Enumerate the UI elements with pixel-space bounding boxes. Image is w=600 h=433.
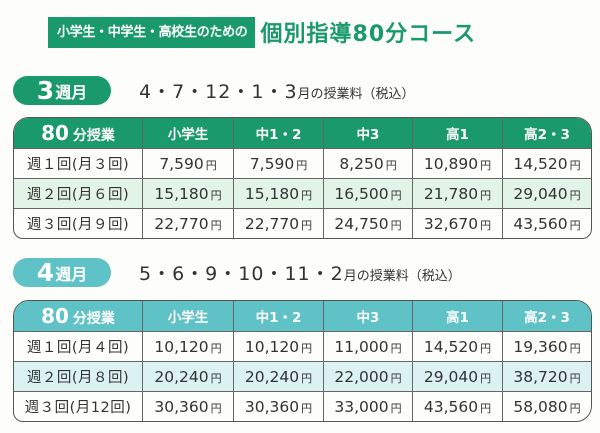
table-row: 週１回(月４回) 10,120 円 10,120 円 11,000 円 14,520 円… xyxy=(14,331,591,361)
row-frequency-label: 週２回(月６回) xyxy=(14,178,143,208)
row-frequency-label: 週２回(月８回) xyxy=(14,361,143,391)
header-grade: 高2・3 xyxy=(503,301,591,331)
section-4-weeks-header: 4 週月 5・6・9・10・11・2 月の授業料（税込） xyxy=(13,258,461,287)
header-grade: 小学生 xyxy=(143,301,234,331)
badge-3-weeks: 3 週月 xyxy=(13,76,111,105)
table-row: 週１回(月３回) 7,590 円 7,590 円 8,250 円 10,890 円 14… xyxy=(14,148,591,178)
price-cell: 43,560 円 xyxy=(503,208,591,238)
price-cell: 38,720 円 xyxy=(503,361,591,391)
table-row: 週３回(月９回) 22,770 円 22,770 円 24,750 円 32,670 円… xyxy=(14,208,591,238)
table-row: 週２回(月８回) 20,240 円 20,240 円 22,000 円 29,040 円… xyxy=(14,361,591,391)
price-cell: 8,250 円 xyxy=(324,148,413,178)
price-cell: 43,560 円 xyxy=(413,391,503,421)
months-list: 4・7・12・1・3 xyxy=(139,81,298,103)
price-cell: 24,750 円 xyxy=(324,208,413,238)
header-grade: 中1・2 xyxy=(234,301,324,331)
course-title-banner: 小学生・中学生・高校生のための 個別指導80分コース xyxy=(48,16,476,48)
price-cell: 19,360 円 xyxy=(503,331,591,361)
price-cell: 22,770 円 xyxy=(234,208,324,238)
price-cell: 32,670 円 xyxy=(413,208,503,238)
months-suffix: 月の授業料（税込） xyxy=(343,269,461,284)
target-students-tag: 小学生・中学生・高校生のための xyxy=(48,16,255,48)
row-frequency-label: 週３回(月９回) xyxy=(14,208,143,238)
price-cell: 10,890 円 xyxy=(413,148,503,178)
badge-number: 3 xyxy=(36,76,55,105)
row-frequency-label: 週１回(月４回) xyxy=(14,331,143,361)
fee-table-3-weeks: 80 分授業 小学生 中1・2 中3 高1 高2・3 週１回(月３回) 7,590… xyxy=(13,117,592,239)
price-cell: 14,520 円 xyxy=(503,148,591,178)
price-cell: 29,040 円 xyxy=(503,178,591,208)
table-header-row: 80 分授業 小学生 中1・2 中3 高1 高2・3 xyxy=(14,118,591,148)
badge-number: 4 xyxy=(36,258,55,287)
price-cell: 58,080 円 xyxy=(503,391,591,421)
header-grade: 中3 xyxy=(324,301,413,331)
table-header-row: 80 分授業 小学生 中1・2 中3 高1 高2・3 xyxy=(14,301,591,331)
price-cell: 7,590 円 xyxy=(143,148,234,178)
price-cell: 16,500 円 xyxy=(324,178,413,208)
price-cell: 22,000 円 xyxy=(324,361,413,391)
price-cell: 30,360 円 xyxy=(143,391,234,421)
price-cell: 29,040 円 xyxy=(413,361,503,391)
price-cell: 20,240 円 xyxy=(234,361,324,391)
months-suffix: 月の授業料（税込） xyxy=(297,87,415,102)
price-cell: 11,000 円 xyxy=(324,331,413,361)
fee-table-4-weeks: 80 分授業 小学生 中1・2 中3 高1 高2・3 週１回(月４回) 10,12… xyxy=(13,300,592,422)
section-3-weeks-header: 3 週月 4・7・12・1・3 月の授業料（税込） xyxy=(13,76,415,105)
badge-unit: 週月 xyxy=(55,82,88,102)
row-frequency-label: 週１回(月３回) xyxy=(14,148,143,178)
price-cell: 22,770 円 xyxy=(143,208,234,238)
table-row: 週２回(月６回) 15,180 円 15,180 円 16,500 円 21,780 円… xyxy=(14,178,591,208)
price-cell: 33,000 円 xyxy=(324,391,413,421)
price-cell: 10,120 円 xyxy=(143,331,234,361)
price-cell: 15,180 円 xyxy=(143,178,234,208)
table-row: 週３回(月12回) 30,360 円 30,360 円 33,000 円 43,560… xyxy=(14,391,591,421)
price-cell: 21,780 円 xyxy=(413,178,503,208)
price-cell: 14,520 円 xyxy=(413,331,503,361)
price-cell: 15,180 円 xyxy=(234,178,324,208)
course-title: 個別指導80分コース xyxy=(260,22,477,47)
header-lesson-length: 80 分授業 xyxy=(14,118,143,148)
header-grade: 高1 xyxy=(413,301,503,331)
badge-4-weeks: 4 週月 xyxy=(13,258,111,287)
header-lesson-length: 80 分授業 xyxy=(14,301,143,331)
months-subtitle: 4・7・12・1・3 月の授業料（税込） xyxy=(139,77,415,104)
row-frequency-label: 週３回(月12回) xyxy=(14,391,143,421)
months-subtitle: 5・6・9・10・11・2 月の授業料（税込） xyxy=(139,259,461,286)
price-cell: 20,240 円 xyxy=(143,361,234,391)
price-cell: 10,120 円 xyxy=(234,331,324,361)
price-cell: 30,360 円 xyxy=(234,391,324,421)
header-grade: 小学生 xyxy=(143,118,234,148)
price-cell: 7,590 円 xyxy=(234,148,324,178)
header-grade: 中1・2 xyxy=(234,118,324,148)
months-list: 5・6・9・10・11・2 xyxy=(139,263,344,285)
badge-unit: 週月 xyxy=(55,264,88,284)
header-grade: 高1 xyxy=(413,118,503,148)
header-grade: 高2・3 xyxy=(503,118,591,148)
header-grade: 中3 xyxy=(324,118,413,148)
